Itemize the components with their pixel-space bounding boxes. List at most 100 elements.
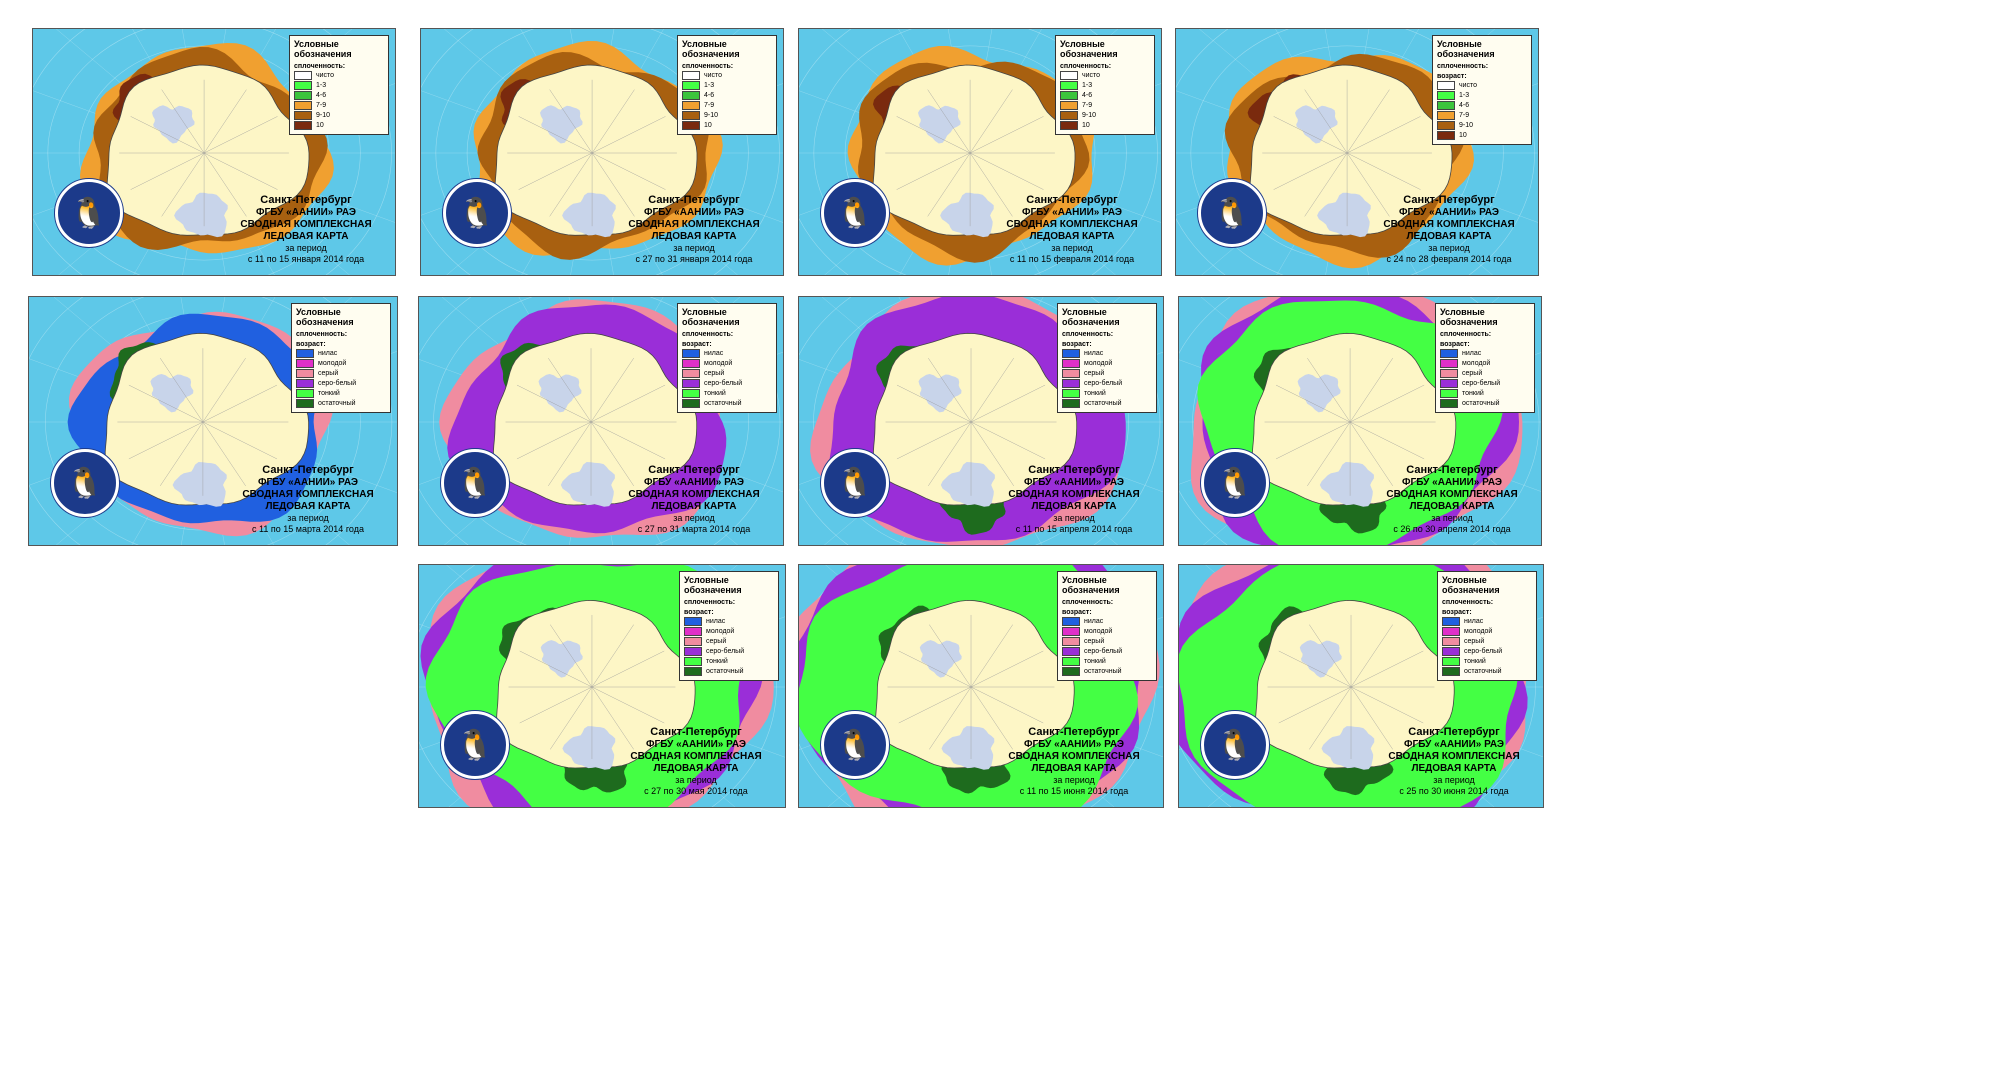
map-caption: Санкт-Петербург ФГБУ «ААНИИ» РАЭ СВОДНАЯ…: [999, 726, 1149, 797]
legend-group-bottom: сплоченность:: [682, 62, 734, 70]
legend-swatch: [684, 627, 702, 637]
antarctic-map: [421, 29, 783, 275]
caption-title-1: СВОДНАЯ КОМПЛЕКСНАЯ: [240, 219, 372, 231]
legend-row: тонкий: [1062, 657, 1152, 667]
legend-label: молодой: [706, 627, 735, 635]
legend-swatch: [1440, 359, 1458, 369]
legend-label: 1-3: [1082, 81, 1093, 89]
legend-swatch: [1440, 349, 1458, 359]
caption-period: за период: [675, 775, 717, 786]
legend-swatch: [1062, 657, 1080, 667]
caption-period: за период: [1053, 775, 1095, 786]
legend-label: нилас: [1084, 617, 1104, 625]
caption-org: ФГБУ «ААНИИ» РАЭ: [1399, 207, 1499, 219]
caption-org: ФГБУ «ААНИИ» РАЭ: [1404, 739, 1504, 751]
legend-label: молодой: [318, 359, 347, 367]
legend-label: остаточный: [706, 667, 744, 675]
legend-swatch: [296, 369, 314, 379]
caption-org: ФГБУ «ААНИИ» РАЭ: [258, 477, 358, 489]
legend-row: серо-белый: [682, 379, 772, 389]
legend-row: чисто: [294, 71, 384, 81]
legend-group-top: сплоченность:: [1442, 598, 1494, 606]
caption-date: с 27 по 31 января 2014 года: [635, 254, 753, 265]
caption-title-2: ЛЕДОВАЯ КАРТА: [1029, 231, 1115, 243]
legend-label: 4-6: [704, 91, 715, 99]
caption-date: с 11 по 15 февраля 2014 года: [1009, 254, 1135, 265]
caption-title-1: СВОДНАЯ КОМПЛЕКСНАЯ: [242, 489, 374, 501]
legend-row: нилас: [684, 617, 774, 627]
legend-row: серый: [684, 637, 774, 647]
legend-swatch: [1060, 81, 1078, 91]
legend-row: нилас: [1442, 617, 1532, 627]
legend-label: серый: [1462, 369, 1483, 377]
legend-swatch: [682, 111, 700, 121]
legend-swatch: [1062, 667, 1080, 677]
legend-swatch: [1440, 399, 1458, 409]
legend-swatch: [1060, 121, 1078, 131]
caption-title-1: СВОДНАЯ КОМПЛЕКСНАЯ: [1388, 751, 1520, 763]
legend-label: тонкий: [704, 389, 726, 397]
caption-org: ФГБУ «ААНИИ» РАЭ: [1022, 207, 1122, 219]
legend-row: 9-10: [682, 111, 772, 121]
legend-label: нилас: [704, 349, 724, 357]
legend-row: 9-10: [1060, 111, 1150, 121]
legend-row: чисто: [682, 71, 772, 81]
legend-label: остаточный: [1462, 399, 1500, 407]
legend-label: тонкий: [706, 657, 728, 665]
legend-row: серый: [1442, 637, 1532, 647]
legend-swatch: [1060, 111, 1078, 121]
antarctic-map: [33, 29, 395, 275]
legend-label: тонкий: [318, 389, 340, 397]
legend-swatch: [1062, 359, 1080, 369]
legend-row: остаточный: [684, 667, 774, 677]
legend-row: 7-9: [1060, 101, 1150, 111]
legend-row: серо-белый: [1442, 647, 1532, 657]
legend-row: 10: [1437, 131, 1527, 141]
legend-row: тонкий: [296, 389, 386, 399]
caption-title-1: СВОДНАЯ КОМПЛЕКСНАЯ: [630, 751, 762, 763]
caption-period: за период: [287, 513, 329, 524]
legend-row: чисто: [1060, 71, 1150, 81]
legend-group-bottom: возраст:: [296, 340, 326, 348]
legend-label: 4-6: [1082, 91, 1093, 99]
legend-title: Условные обозначения: [684, 575, 742, 596]
legend-swatch: [682, 71, 700, 81]
legend-title: Условные обозначения: [296, 307, 354, 328]
legend-row: серо-белый: [296, 379, 386, 389]
legend-row: серый: [1062, 637, 1152, 647]
legend-row: 1-3: [294, 81, 384, 91]
legend-group-bottom: возраст:: [1440, 340, 1470, 348]
legend-swatch: [296, 349, 314, 359]
caption-date: с 26 по 30 апреля 2014 года: [1393, 524, 1511, 535]
legend-swatch: [1442, 617, 1460, 627]
aari-penguin-logo: 🐧: [441, 711, 509, 779]
caption-city: Санкт-Петербург: [1028, 726, 1120, 739]
ice-map-panel: Условные обозначения сплоченность: возраст…: [798, 564, 1164, 808]
legend-swatch: [682, 389, 700, 399]
legend-row: молодой: [1062, 359, 1152, 369]
legend-label: 10: [316, 121, 324, 129]
aari-penguin-logo: 🐧: [1198, 179, 1266, 247]
caption-title-2: ЛЕДОВАЯ КАРТА: [651, 501, 737, 513]
legend-group-top: сплоченность:: [1437, 62, 1489, 70]
legend-label: чисто: [316, 71, 335, 79]
legend-row: молодой: [296, 359, 386, 369]
aari-penguin-logo: 🐧: [441, 449, 509, 517]
map-legend: Условные обозначения сплоченность: возраст…: [1437, 571, 1537, 681]
antarctic-map: [1176, 29, 1538, 275]
legend-row: серо-белый: [684, 647, 774, 657]
ice-map-panel: Условные обозначения сплоченность: чисто 1-…: [798, 28, 1162, 276]
map-legend: Условные обозначения сплоченность: возраст…: [1057, 303, 1157, 413]
legend-row: остаточный: [296, 399, 386, 409]
legend-label: остаточный: [318, 399, 356, 407]
legend-swatch: [294, 71, 312, 81]
legend-row: тонкий: [1442, 657, 1532, 667]
legend-title: Условные обозначения: [1440, 307, 1498, 328]
ice-map-panel: Условные обозначения сплоченность: возраст…: [28, 296, 398, 546]
legend-row: нилас: [296, 349, 386, 359]
legend-label: 7-9: [1082, 101, 1093, 109]
legend-swatch: [1437, 101, 1455, 111]
antarctic-map: [419, 297, 783, 545]
legend-group-bottom: сплоченность:: [294, 62, 346, 70]
legend-swatch: [1062, 369, 1080, 379]
